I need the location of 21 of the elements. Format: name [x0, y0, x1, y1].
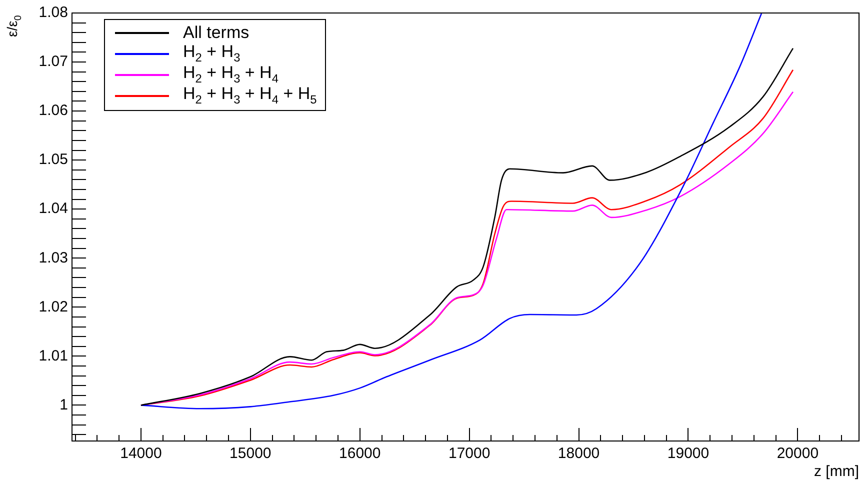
x-tick-label: 14000 [120, 445, 162, 462]
legend-label: All terms [183, 22, 250, 42]
x-tick-label: 15000 [230, 445, 272, 462]
y-tick-label: 1.05 [38, 151, 68, 168]
x-tick-label: 16000 [339, 445, 381, 462]
y-tick-label: 1.03 [38, 249, 68, 266]
y-tick-label: 1.01 [38, 347, 68, 364]
x-tick-label: 19000 [667, 445, 710, 462]
y-tick-label: 1.08 [38, 4, 68, 22]
y-tick-label: 1.06 [38, 102, 68, 120]
y-tick-label: 1.07 [38, 53, 68, 70]
y-tick-label: 1.02 [38, 298, 68, 316]
x-axis-title: z [mm] [814, 463, 859, 480]
legend-label: H$_{2}$ + H$_{3}$ + H$_{4}$ [183, 63, 278, 86]
legend-label: H$_{2}$ + H$_{3}$ [183, 42, 240, 65]
x-tick-label: 18000 [558, 445, 600, 462]
x-tick-label: 17000 [448, 445, 490, 462]
y-tick-label: 1.04 [38, 200, 68, 218]
x-tick-label: 20000 [776, 445, 819, 462]
y-tick-label: 1 [60, 396, 68, 414]
legend-label: H$_{2}$ + H$_{3}$ + H$_{4}$ + H$_{5}$ [183, 84, 317, 107]
